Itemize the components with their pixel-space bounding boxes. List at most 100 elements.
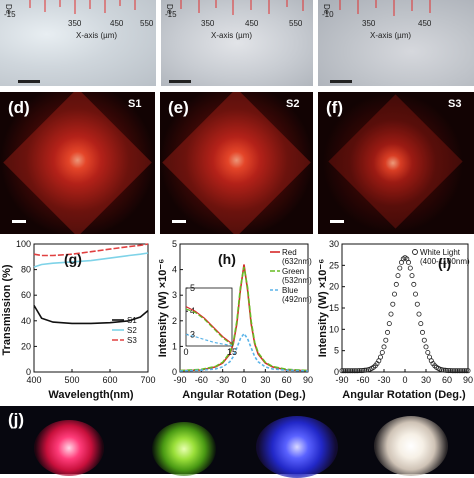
chart-i-xtick-label: 0 (402, 375, 407, 385)
chart-i-point (418, 321, 424, 327)
chart-i-point (447, 368, 453, 374)
chart-h-ylabel: Intensity (W) ×10⁻⁶ (158, 259, 169, 358)
chart-g-series-s2 (33, 252, 149, 268)
fft-panel-d-label: (d) (8, 98, 30, 117)
chart-g-ytick-label: 0 (26, 367, 31, 377)
chart-i-point (395, 273, 401, 279)
chart-g-xtick-label: 400 (26, 375, 41, 385)
micrograph-b-tick-2: 350 (201, 19, 215, 28)
chart-i-legend-marker (412, 249, 418, 255)
chart-i-point (446, 368, 452, 374)
chart-i-point (453, 368, 459, 374)
chart-i-point (360, 367, 366, 373)
chart-h-inset-series-blue (185, 333, 233, 347)
chart-g-frame (33, 243, 149, 373)
fft-panel-f-label: (f) (326, 98, 343, 117)
chart-h-legend-label: Green (282, 267, 304, 276)
chart-g-legend-label: S2 (127, 326, 137, 335)
chart-h-legend-label: Red (282, 248, 297, 257)
panel-j: (j) (0, 406, 474, 478)
chart-h-inset-ytick-label: 5 (190, 283, 195, 293)
chart-i-xtick-label: -60 (356, 375, 369, 385)
micrograph-a-xaxis-label: X-axis (µm) (76, 31, 118, 40)
chart-i-xtick-label: -30 (377, 375, 390, 385)
chart-i-xtick-label: -90 (335, 375, 348, 385)
micrograph-c-tick-1: -10 (322, 10, 334, 19)
chart-i-ytick-label: 30 (329, 239, 339, 249)
chart-h-inset-xtick-label: 0 (183, 347, 188, 357)
micrograph-a: De -15 350 450 550 X-axis (µm) (0, 0, 156, 86)
chart-i-ytick-label: 5 (334, 346, 339, 356)
chart-h-inset-xtick-label: 15 (227, 347, 237, 357)
chart-i-point (409, 273, 415, 279)
micrograph-a-tick-4: 550 (140, 19, 154, 28)
chart-i-point (386, 321, 392, 327)
chart-i-point (441, 367, 447, 373)
chart-i-point (378, 354, 384, 360)
chart-i-point (425, 350, 431, 356)
chart-h-inset-series-green (185, 308, 233, 346)
micrograph-a-overlay (18, 0, 136, 83)
fft-panel-d-scalebar (12, 220, 26, 223)
micrograph-b-tick-1: -15 (165, 10, 177, 19)
micrograph-a-texture (0, 0, 156, 86)
chart-i: -90 -60 -30 0 30 60 90 0 5 10 15 20 25 30 (i) Angular… (317, 239, 473, 401)
micrograph-b-overlay (169, 0, 304, 83)
fft-panel-f-scalebar (330, 220, 344, 223)
chart-i-point (406, 259, 412, 265)
chart-i-point (355, 368, 361, 374)
chart-i-point (379, 350, 385, 356)
chart-i-xtick-label: 60 (442, 375, 452, 385)
chart-g-ytick-label: 80 (21, 265, 31, 275)
chart-i-point (385, 329, 391, 335)
chart-i-point (461, 368, 467, 374)
chart-i-point (344, 368, 350, 374)
chart-i-ytick-label: 0 (334, 367, 339, 377)
chart-i-point (416, 311, 422, 317)
chart-i-point (392, 291, 398, 297)
chart-i-point (411, 281, 417, 287)
panel-j-label: (j) (8, 410, 25, 429)
chart-i-point (420, 329, 426, 335)
chart-g-xtick-label: 500 (64, 375, 79, 385)
green-light-spot (152, 422, 216, 476)
chart-i-ytick-label: 10 (329, 324, 339, 334)
chart-i-point (390, 301, 396, 307)
chart-i-point (362, 367, 368, 373)
chart-g-xtick-label: 700 (140, 375, 155, 385)
micrograph-c-tick-3: 450 (418, 19, 432, 28)
chart-g-ytick-label: 100 (16, 239, 31, 249)
chart-h-inset-ytick-label: 3 (190, 329, 195, 339)
chart-i-point (341, 368, 347, 374)
chart-i-point (414, 301, 420, 307)
chart-i-xlabel: Angular Rotation (Deg.) (342, 389, 466, 401)
blue-light-spot (256, 416, 338, 478)
micrograph-c-tick-2: 350 (362, 19, 376, 28)
chart-i-point (357, 368, 363, 374)
chart-g-ytick-label: 40 (21, 316, 31, 326)
chart-i-point (442, 367, 448, 373)
chart-i-ylabel: Intensity (W) ×10⁻⁶ (317, 259, 329, 358)
chart-h-xtick-label: 90 (303, 375, 313, 385)
chart-h-ytick-label: 0 (172, 367, 177, 377)
chart-i-point (358, 368, 364, 374)
micrograph-c-texture (318, 0, 474, 86)
micrograph-b: De -15 350 450 550 X-axis (µm) (161, 0, 313, 86)
chart-h-xtick-label: -30 (216, 375, 229, 385)
micrograph-a-side-label: De (4, 4, 13, 15)
micrograph-c: De -10 350 450 X-axis (µm) (318, 0, 474, 86)
chart-h-xtick-label: -60 (195, 375, 208, 385)
chart-g: 400 500 600 700 0 20 40 60 80 100 (g) Wavelength(… (1, 239, 156, 401)
chart-g-panel-label: (g) (64, 251, 82, 267)
chart-i-panel-label: (i) (438, 255, 451, 271)
chart-i-point (397, 265, 403, 271)
micrograph-a-tick-1: -15 (4, 10, 16, 19)
chart-i-point (351, 368, 357, 374)
chart-h-xtick-label: 60 (282, 375, 292, 385)
chart-i-frame (341, 243, 469, 373)
chart-i-point (444, 367, 450, 373)
chart-i-ytick-label: 15 (329, 303, 339, 313)
fft-panel-f: (f) S3 (318, 92, 474, 234)
chart-g-xlabel: Wavelength(nm) (48, 389, 133, 401)
fft-panel-e-glow (160, 92, 313, 234)
